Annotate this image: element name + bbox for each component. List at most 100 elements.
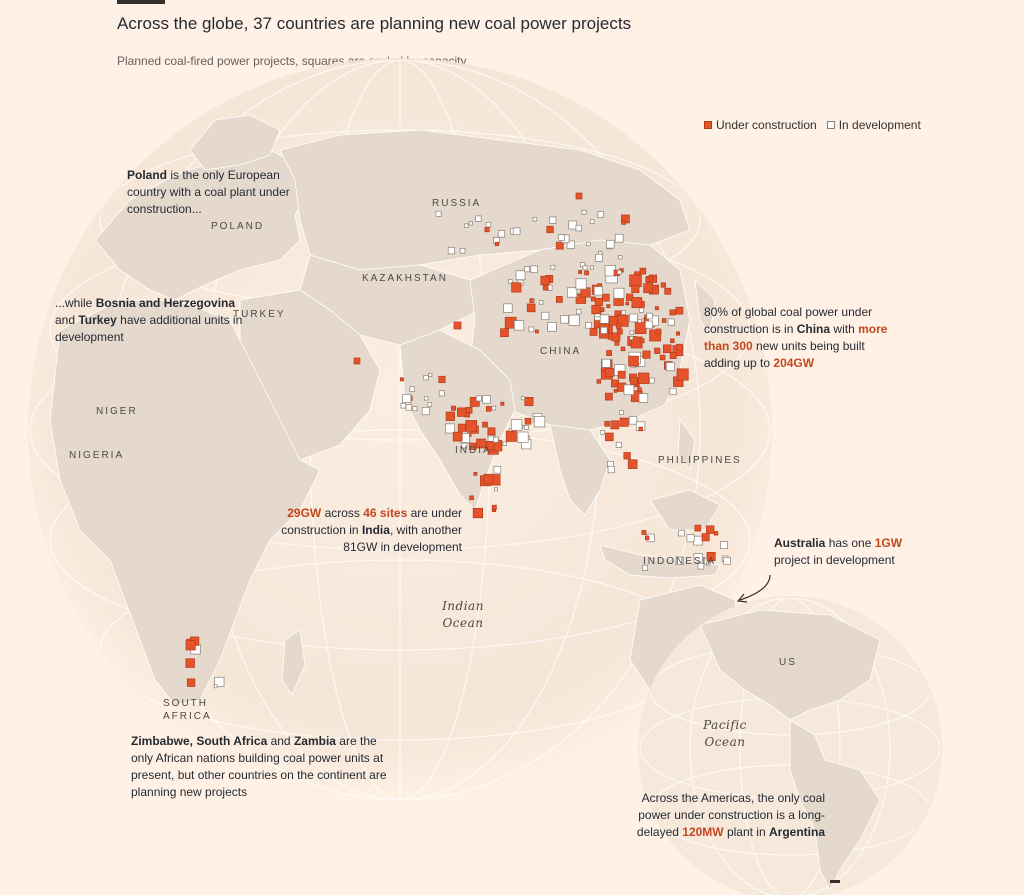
plant-under-construction xyxy=(676,368,689,381)
plant-under-construction xyxy=(529,298,534,303)
label-india: INDIA xyxy=(455,445,492,456)
plant-under-construction xyxy=(606,350,612,356)
plant-in-development xyxy=(628,416,638,425)
plant-under-construction xyxy=(659,354,666,361)
plant-in-development xyxy=(523,425,529,430)
plant-in-development xyxy=(409,386,415,392)
plant-under-construction xyxy=(534,329,539,334)
plant-under-construction xyxy=(546,225,554,234)
plant-under-construction xyxy=(601,293,610,302)
plant-in-development xyxy=(605,239,615,249)
annotation-americas: Across the Americas, the only coal power… xyxy=(636,791,825,839)
plant-under-construction xyxy=(500,401,505,406)
plant-in-development xyxy=(575,278,587,290)
plant-under-construction xyxy=(649,329,662,342)
plant-under-construction xyxy=(664,287,672,295)
plant-under-construction xyxy=(662,344,672,354)
plant-in-development xyxy=(475,395,482,402)
plant-under-construction xyxy=(616,314,629,327)
plant-in-development xyxy=(720,541,728,550)
plant-in-development xyxy=(669,387,677,396)
plant-under-construction xyxy=(596,379,602,384)
plant-under-construction xyxy=(654,347,661,354)
label-indonesia: INDONESIA xyxy=(643,556,717,567)
plant-under-construction xyxy=(575,192,583,200)
plant-under-construction xyxy=(675,306,684,315)
plant-in-development xyxy=(645,320,653,329)
plant-under-construction xyxy=(482,421,488,428)
plant-under-construction xyxy=(524,397,534,407)
plant-in-development xyxy=(492,436,499,443)
plant-under-construction xyxy=(451,405,456,411)
plant-under-construction xyxy=(453,321,462,330)
plant-under-construction xyxy=(639,267,647,275)
plant-in-development xyxy=(675,556,685,565)
plant-under-construction xyxy=(634,322,647,335)
americas-land xyxy=(699,609,881,891)
plant-under-construction xyxy=(645,277,650,283)
plant-under-construction xyxy=(623,452,631,460)
plant-under-construction xyxy=(626,293,634,301)
madagascar-land xyxy=(281,629,306,696)
plant-in-development xyxy=(617,269,622,275)
plant-under-construction xyxy=(526,303,536,313)
plant-under-construction xyxy=(637,387,642,392)
annotation-bosnia-turkey: ...while Bosnia and Herzegovina and Turk… xyxy=(55,296,243,344)
plant-under-construction xyxy=(611,332,621,342)
plant-under-construction xyxy=(610,420,620,430)
annotation-africa: Zimbabwe, South Africa and Zambia are th… xyxy=(131,734,387,799)
label-niger: NIGER xyxy=(96,406,138,417)
legend: Under construction In development xyxy=(704,118,921,132)
plant-under-construction xyxy=(452,431,463,442)
plant-under-construction xyxy=(590,296,596,302)
legend-swatch-under-construction xyxy=(704,121,712,129)
plant-under-construction xyxy=(694,524,702,532)
plant-in-development xyxy=(524,266,531,273)
plant-in-development xyxy=(428,372,433,378)
plant-under-construction xyxy=(655,328,662,335)
label-turkey: TURKEY xyxy=(233,309,286,320)
plant-under-construction xyxy=(186,678,196,687)
plant-under-construction xyxy=(637,372,650,384)
plant-in-development xyxy=(586,241,591,247)
label-nigeria: NIGERIA xyxy=(69,450,125,461)
legend-label-in-development: In development xyxy=(838,118,921,132)
plant-under-construction xyxy=(631,285,640,294)
plant-under-construction xyxy=(625,301,630,306)
plant-in-development xyxy=(614,233,624,243)
plant-in-development xyxy=(427,402,432,407)
label-indian-ocean-line1: Indian xyxy=(442,599,484,613)
plant-under-construction xyxy=(594,298,603,307)
plant-under-construction xyxy=(642,350,651,359)
plant-in-development xyxy=(618,410,624,415)
plant-in-development xyxy=(601,358,611,368)
plant-under-construction xyxy=(604,421,610,427)
plant-in-development xyxy=(533,416,546,428)
plant-under-construction xyxy=(505,430,517,442)
plant-in-development xyxy=(697,562,705,570)
plant-under-construction xyxy=(643,283,654,294)
plant-in-development xyxy=(575,224,582,232)
plant-in-development xyxy=(530,265,538,273)
plant-under-construction xyxy=(614,340,620,346)
borneo-land xyxy=(649,489,721,531)
plant-under-construction xyxy=(631,297,643,309)
plant-under-construction xyxy=(616,328,623,335)
japan-land xyxy=(694,278,716,337)
plant-under-construction xyxy=(457,407,467,417)
plant-in-development xyxy=(412,406,418,412)
plant-in-development xyxy=(568,220,578,230)
plant-in-development xyxy=(447,246,456,255)
plant-in-development xyxy=(723,557,731,565)
plant-under-construction xyxy=(669,309,676,316)
plant-in-development xyxy=(595,253,603,262)
plant-under-construction xyxy=(457,423,466,432)
plant-in-development xyxy=(706,561,711,566)
plant-under-construction xyxy=(644,535,650,541)
plant-under-construction xyxy=(524,417,532,425)
label-indian-ocean-line2: Ocean xyxy=(442,616,484,630)
plant-under-construction xyxy=(473,471,478,476)
plant-in-development xyxy=(686,534,695,543)
plant-under-construction xyxy=(639,338,645,344)
plant-in-development xyxy=(405,404,413,411)
